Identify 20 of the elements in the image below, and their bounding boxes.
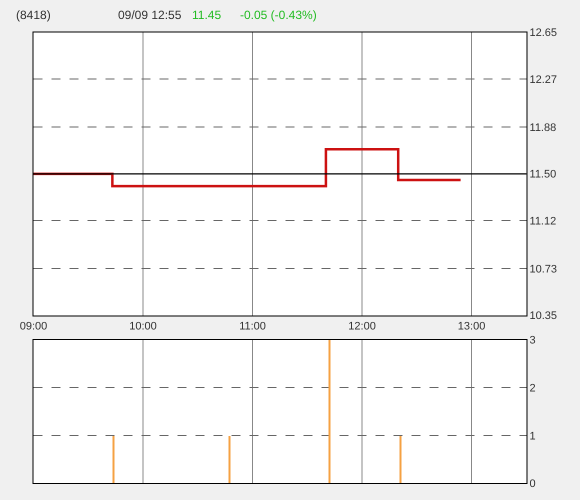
y-tick-label: 1: [530, 430, 536, 442]
x-tick-label: 09:00: [20, 320, 48, 333]
x-tick-label: 13:00: [458, 320, 486, 333]
y-tick-label: 10.35: [530, 310, 558, 322]
x-tick-label: 12:00: [348, 320, 376, 333]
y-tick-label: 0: [530, 478, 536, 490]
y-tick-label: 11.88: [530, 122, 556, 134]
y-tick-label: 10.73: [530, 263, 558, 276]
chart-title: (8418): [16, 8, 51, 22]
y-tick-label: 2: [530, 382, 536, 394]
x-tick-label: 11:00: [239, 320, 266, 333]
y-tick-label: 12.27: [530, 74, 558, 86]
y-tick-label: 3: [530, 334, 536, 347]
text: 11.45: [192, 8, 222, 22]
x-tick-label: 10:00: [129, 320, 157, 333]
y-tick-label: 11.12: [530, 215, 556, 228]
text: -0.05 (-0.43%): [240, 8, 317, 22]
y-tick-label: 11.50: [530, 168, 556, 181]
text: 09/09 12:55: [118, 8, 182, 22]
y-tick-label: 12.65: [530, 27, 558, 40]
